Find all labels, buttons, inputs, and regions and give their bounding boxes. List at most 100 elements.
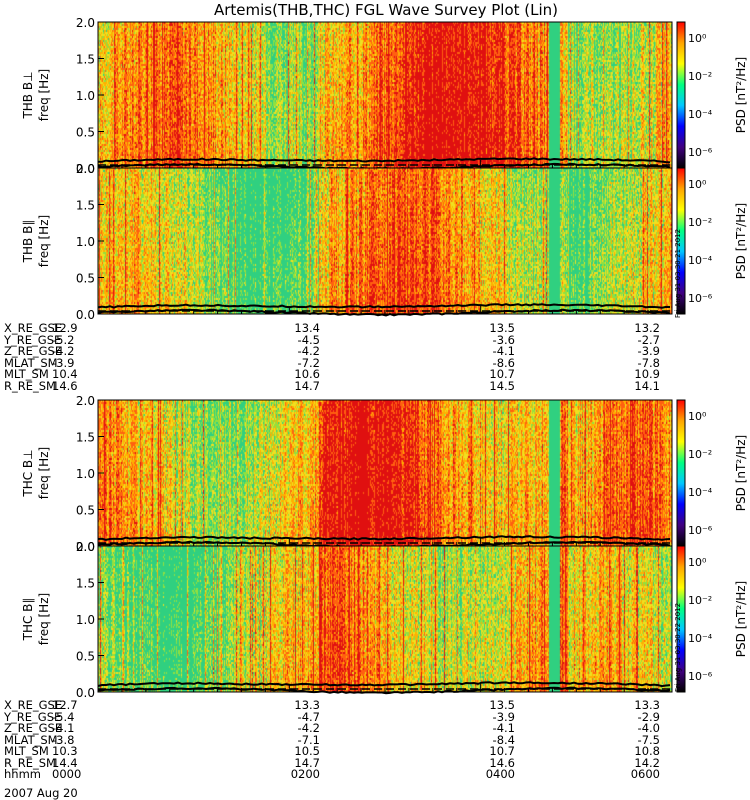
y-tick-label: 1.5 <box>76 53 95 67</box>
y-axis-label: freq [Hz] <box>37 69 51 121</box>
ephemeris-value: -4.2 <box>52 344 75 358</box>
ephemeris-value: -3.8 <box>52 732 75 747</box>
frequency-curve <box>97 303 671 309</box>
y-tick-label: 0.0 <box>76 308 95 322</box>
y-tick-label: 2.0 <box>76 394 95 408</box>
colorbar-tick-label: 10⁰ <box>688 556 707 569</box>
ephemeris-value: 13.3 <box>294 698 320 712</box>
ephemeris-value: 13.3 <box>634 698 660 712</box>
colorbar-tick-label: 10⁻⁶ <box>688 524 713 537</box>
y-tick-label: 0.5 <box>76 650 95 664</box>
spectrogram-image <box>98 22 672 168</box>
ephemeris-row: Y_RE_GSE -5.4 -4.7 -3.9 -2.9 <box>0 709 750 724</box>
y-tick-label: 2.0 <box>76 162 95 176</box>
ephemeris-value: 0600 <box>630 767 660 781</box>
colorbar-tick-label: 10⁻⁴ <box>688 486 713 499</box>
ephemeris-value: -7.8 <box>637 355 660 370</box>
date-label: 2007 Aug 20 <box>4 786 78 800</box>
ephemeris-value: 14.5 <box>489 378 515 393</box>
ephemeris-name: hhmm <box>4 767 41 781</box>
ephemeris-name: Z_RE_GSE <box>4 344 63 358</box>
y-axis-label: freq [Hz] <box>37 215 51 267</box>
ephemeris-value: 14.6 <box>52 378 78 393</box>
ephemeris-name: MLAT_SM <box>4 732 58 747</box>
ephemeris-value: -4.5 <box>297 332 320 347</box>
ephemeris-name: X_RE_GSE <box>4 698 63 712</box>
ephemeris-row: MLT_SM 10.4 10.6 10.7 10.9 <box>0 367 750 381</box>
ephemeris-value: -8.4 <box>492 732 515 747</box>
colorbar-gradient <box>676 21 686 169</box>
plot-title: Artemis(THB,THC) FGL Wave Survey Plot (L… <box>214 1 558 19</box>
colorbar-tick-label: 10⁰ <box>688 178 707 191</box>
spectrogram-panel: 0.0 0.5 1.0 1.5 2.0 freq [Hz]THC B⊥ <box>21 394 673 554</box>
ephemeris-row: X_RE_GSE 12.9 13.4 13.5 13.2 <box>0 321 750 335</box>
y-tick-label: 1.0 <box>76 89 95 103</box>
y-axis-label: freq [Hz] <box>37 593 51 645</box>
ephemeris-row: Z_RE_GSE -4.2 -4.2 -4.1 -3.9 <box>0 344 750 358</box>
ephemeris-table-thc: X_RE_GSE 12.7 13.3 13.5 13.3 Y_RE_GSE -5.4 -4.7… <box>0 698 750 781</box>
timestamp-stamp: Fri Aug 31 03:30:22 2012 <box>674 603 682 692</box>
ephemeris-value: 13.2 <box>634 321 660 335</box>
ephemeris-name: MLT_SM <box>4 367 49 381</box>
y-axis-label: freq [Hz] <box>37 447 51 499</box>
y-tick-label: 0.5 <box>76 126 95 140</box>
ephemeris-value: -8.6 <box>492 355 515 370</box>
ephemeris-name: Y_RE_GSE <box>4 332 62 347</box>
frequency-curve <box>97 308 671 317</box>
ephemeris-value: -5.2 <box>52 332 75 347</box>
ephemeris-value: 0400 <box>485 767 515 781</box>
colorbar-tick-label: 10⁻⁴ <box>688 632 713 645</box>
colorbar-tick-label: 10⁻⁶ <box>688 292 713 305</box>
ephemeris-value: 14.2 <box>634 755 660 770</box>
panel-label: THC B⊥ <box>21 449 35 497</box>
y-tick-label: 1.0 <box>76 467 95 481</box>
ephemeris-value: 0200 <box>290 767 320 781</box>
ephemeris-row: Y_RE_GSE -5.2 -4.5 -3.6 -2.7 <box>0 332 750 347</box>
ephemeris-row: MLAT_SM -3.8 -7.1 -8.4 -7.5 <box>0 732 750 747</box>
ephemeris-value: -7.1 <box>297 732 320 747</box>
ephemeris-value: 12.7 <box>52 698 78 712</box>
ephemeris-value: -5.4 <box>52 709 75 724</box>
y-tick-label: 0.5 <box>76 272 95 286</box>
colorbar-gradient <box>676 167 686 315</box>
spectrogram-image <box>98 546 672 692</box>
colorbar-tick-label: 10⁻⁶ <box>688 670 713 683</box>
ephemeris-value: 13.4 <box>294 321 320 335</box>
y-tick-label: 0.5 <box>76 504 95 518</box>
ephemeris-value: -3.9 <box>637 344 660 358</box>
frequency-curve <box>97 681 671 688</box>
ephemeris-value: 13.5 <box>489 698 515 712</box>
spectrogram-image <box>98 400 672 546</box>
ephemeris-value: 14.1 <box>634 378 660 393</box>
y-tick-label: 0.0 <box>76 162 95 176</box>
timestamp-stamp: Fri Aug 31 03:30:21 2012 <box>674 229 682 318</box>
ephemeris-value: -4.2 <box>297 721 320 735</box>
ephemeris-row: X_RE_GSE 12.7 13.3 13.5 13.3 <box>0 698 750 712</box>
ephemeris-value: 14.7 <box>294 378 320 393</box>
y-tick-label: 1.0 <box>76 235 95 249</box>
colorbar-tick-label: 10⁻² <box>688 70 712 83</box>
colorbar: 10⁰ 10⁻² 10⁻⁴ 10⁻⁶ PSD [nT²/Hz] <box>676 399 748 547</box>
y-tick-label: 1.5 <box>76 577 95 591</box>
colorbar: 10⁰ 10⁻² 10⁻⁴ 10⁻⁶ PSD [nT²/Hz] <box>676 167 748 315</box>
ephemeris-value: -4.1 <box>492 721 515 735</box>
ephemeris-name: X_RE_GSE <box>4 321 63 335</box>
ephemeris-value: 10.3 <box>52 744 78 758</box>
spectrogram-panel: 0.0 0.5 1.0 1.5 2.0 freq [Hz]THB B⊥ <box>21 16 673 176</box>
panel-label: THC B∥ <box>21 598 35 642</box>
ephemeris-value: 10.4 <box>52 367 78 381</box>
ephemeris-name: Z_RE_GSE <box>4 721 63 735</box>
panel-label: THB B⊥ <box>21 71 35 119</box>
colorbar-gradient <box>676 399 686 547</box>
ephemeris-value: 10.8 <box>634 744 660 758</box>
colorbar-tick-label: 10⁻⁶ <box>688 146 713 159</box>
spectrogram-image <box>98 168 672 314</box>
ephemeris-value: -4.7 <box>297 709 320 724</box>
ephemeris-value: 10.6 <box>294 367 320 381</box>
ephemeris-value: -4.2 <box>297 344 320 358</box>
colorbar-gradient <box>676 545 686 693</box>
ephemeris-row: hhmm 0000 0200 0400 0600 <box>0 767 750 781</box>
